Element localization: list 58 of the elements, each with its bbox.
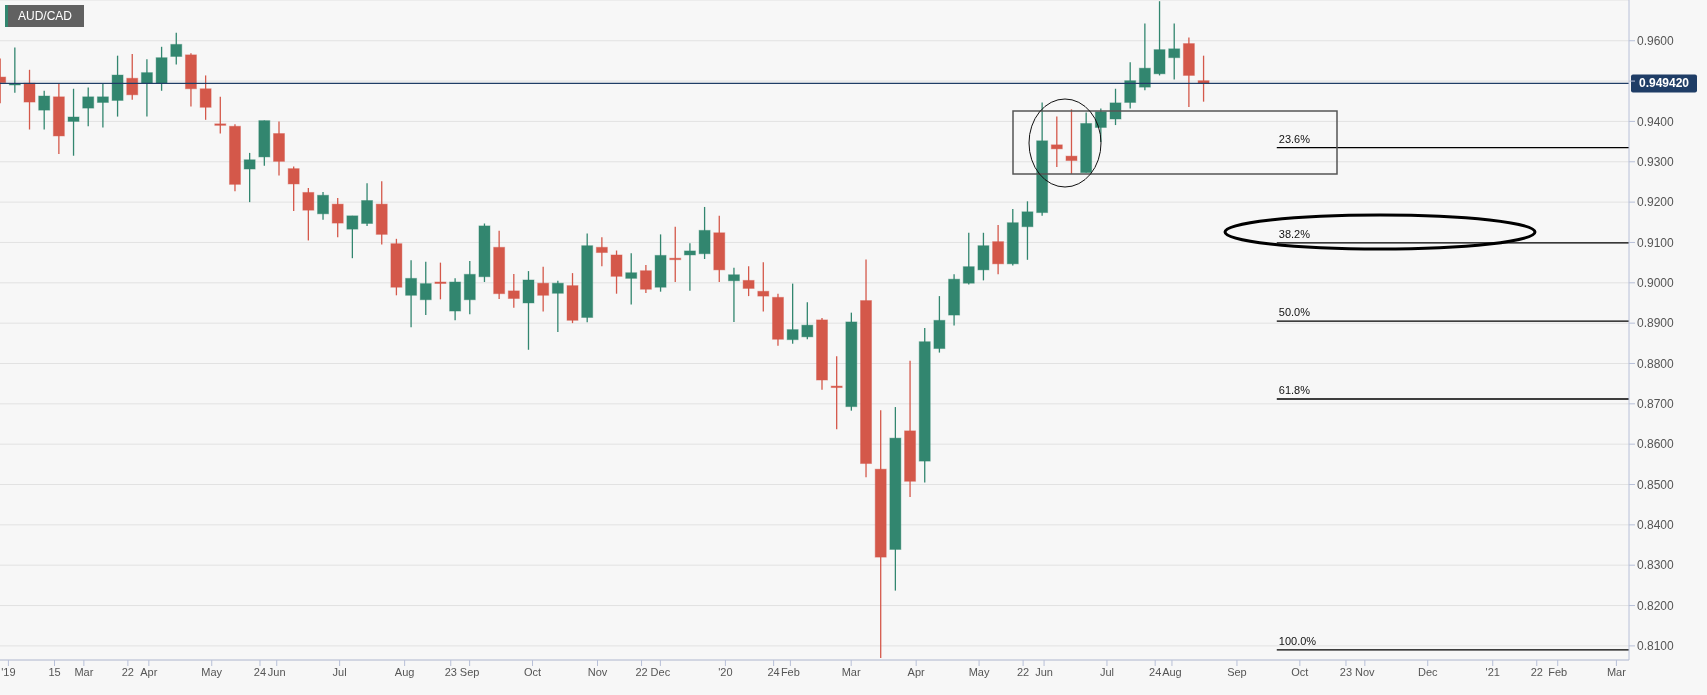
x-tick-label: Mar xyxy=(841,665,861,678)
x-tick-label: Jun xyxy=(1035,665,1053,678)
y-tick-label: 0.8100 xyxy=(1637,639,1675,654)
series-label: 61.8% xyxy=(1278,383,1311,396)
x-tick-label: Apr xyxy=(907,665,926,678)
x-tick-label: Jun xyxy=(267,665,286,678)
x-tick-label: May xyxy=(201,665,223,678)
text: AUD/CAD xyxy=(5,5,85,27)
y-tick-label: 0.8400 xyxy=(1637,518,1675,533)
series-label: 100.0% xyxy=(1278,634,1317,647)
x-tick-label: 22 xyxy=(1530,665,1543,678)
y-tick-label: 0.9300 xyxy=(1637,155,1675,170)
y-tick-label: 0.9200 xyxy=(1637,195,1675,210)
x-tick-label: Oct xyxy=(523,665,542,678)
x-tick-label: Aug xyxy=(1162,665,1182,678)
x-tick-label: Aug xyxy=(394,665,415,678)
x-tick-label: Mar xyxy=(1606,665,1627,678)
x-tick-label: Feb xyxy=(1548,665,1568,678)
y-tick-label: 0.8300 xyxy=(1637,558,1675,573)
series-label: 23.6% xyxy=(1278,132,1311,145)
x-tick-label: 24 xyxy=(767,665,780,678)
x-tick-label: Sep xyxy=(1227,665,1247,678)
y-tick-label: 0.8700 xyxy=(1637,397,1675,412)
x-tick-label: Oct xyxy=(1291,665,1309,678)
x-tick-label: 22 xyxy=(635,665,648,678)
y-tick-label: 0.9100 xyxy=(1637,235,1675,250)
y-tick-label: 0.9000 xyxy=(1637,276,1675,291)
x-tick-label: Sep xyxy=(459,665,480,678)
y-tick-label: 0.8500 xyxy=(1637,477,1675,492)
x-tick-label: 22 xyxy=(121,665,135,678)
x-tick-label: 24 xyxy=(1149,665,1162,678)
x-tick-label: Dec xyxy=(1417,665,1439,678)
x-tick-label: Feb xyxy=(780,665,800,678)
y-tick-label: 0.8600 xyxy=(1637,437,1675,452)
x-tick-label: 22 xyxy=(1016,665,1030,678)
x-tick-label: 15 xyxy=(48,665,61,678)
x-tick-label: 23 xyxy=(444,665,457,678)
series-label: 38.2% xyxy=(1278,227,1311,240)
y-tick-label: 0.8800 xyxy=(1637,356,1675,371)
y-tick-label: 0.9600 xyxy=(1637,34,1675,49)
x-tick-label: Jul xyxy=(332,665,347,678)
series-label: 50.0% xyxy=(1278,306,1311,319)
x-tick-label: '19 xyxy=(1,665,16,678)
x-tick-label: Jul xyxy=(1099,665,1114,678)
x-tick-label: 24 xyxy=(253,665,267,678)
x-tick-label: 23 xyxy=(1339,665,1353,678)
x-tick-label: '20 xyxy=(718,665,733,678)
x-tick-label: May xyxy=(968,665,990,678)
y-tick-label: 0.9400 xyxy=(1637,114,1675,129)
ref-line-label: 0.949420 xyxy=(1638,76,1690,91)
y-tick-label: 0.8200 xyxy=(1637,598,1675,613)
x-tick-label: Apr xyxy=(140,665,158,678)
x-tick-label: Dec xyxy=(650,665,671,678)
x-tick-label: Mar xyxy=(74,665,94,678)
y-tick-label: 0.8900 xyxy=(1637,316,1675,331)
x-tick-label: Nov xyxy=(1355,665,1376,678)
x-tick-label: Nov xyxy=(587,665,608,678)
x-tick-label: '21 xyxy=(1485,665,1500,678)
